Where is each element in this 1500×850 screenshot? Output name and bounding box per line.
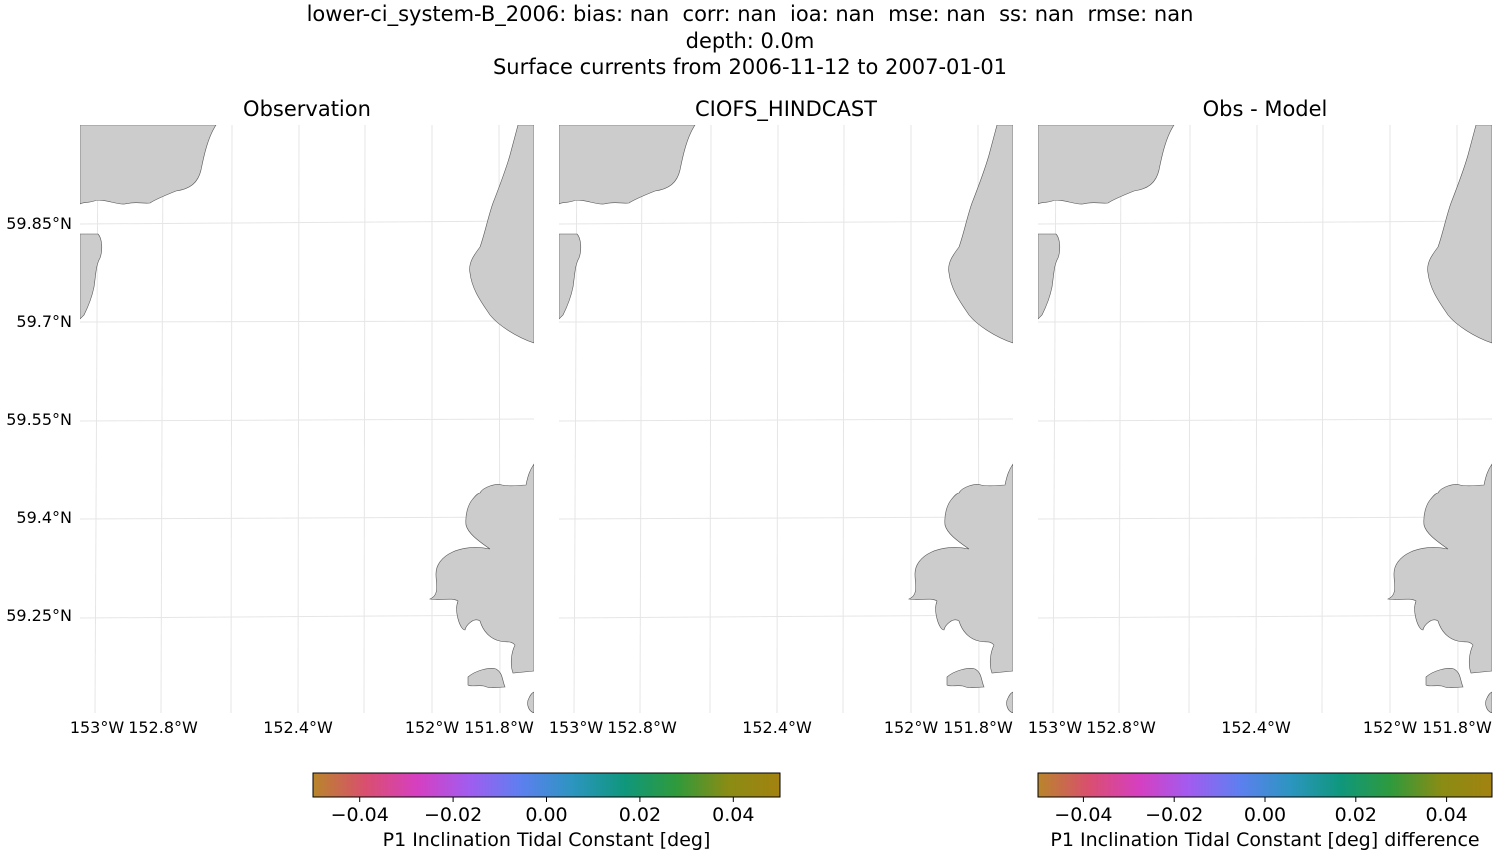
parallel-gridline xyxy=(1038,220,1492,225)
parallel-gridline xyxy=(1038,516,1492,520)
colorbar-tick-label: 0.00 xyxy=(525,804,567,826)
longitude-label: 152°W xyxy=(884,718,939,737)
coastline-landmass xyxy=(469,125,534,344)
latitude-label: 59.7°N xyxy=(16,312,72,331)
longitude-label: 153°W xyxy=(549,718,604,737)
parallel-gridline xyxy=(559,418,1013,422)
meridian-gridline xyxy=(842,125,845,713)
longitude-label: 152.8°W xyxy=(607,718,677,737)
longitude-label: 152.4°W xyxy=(1221,718,1291,737)
coastline-landmass xyxy=(1006,691,1013,713)
meridian-gridline xyxy=(1052,125,1057,713)
latitude-label: 59.55°N xyxy=(6,410,72,429)
colorbar-tick-label: −0.02 xyxy=(424,804,482,826)
coastline-landmass xyxy=(907,463,1013,674)
longitude-label: 152.8°W xyxy=(1086,718,1156,737)
parallel-gridline xyxy=(559,320,1013,323)
colorbar-tick-label: −0.04 xyxy=(331,804,389,826)
longitude-label: 151.8°W xyxy=(1422,718,1492,737)
longitude-label: 153°W xyxy=(70,718,125,737)
longitude-label: 151.8°W xyxy=(943,718,1013,737)
longitude-label: 151.8°W xyxy=(464,718,534,737)
figure-title-line-2: depth: 0.0m xyxy=(685,29,815,53)
coastline-landmass xyxy=(559,125,696,205)
coastline-landmass xyxy=(1427,125,1492,344)
coastline-landmass xyxy=(559,233,582,320)
panel-title-observation: Observation xyxy=(243,97,371,121)
figure-title-line-1: lower-ci_system-B_2006: bias: nan corr: … xyxy=(306,2,1194,26)
latitude-labels: 59.85°N 59.7°N 59.55°N 59.4°N 59.25°N xyxy=(6,214,72,625)
colorbar-tick-label: 0.02 xyxy=(619,804,661,826)
meridian-gridline xyxy=(573,125,578,713)
longitude-label: 152°W xyxy=(1363,718,1418,737)
meridian-gridline xyxy=(94,125,99,713)
colorbar-values: −0.04 −0.02 0.00 0.02 0.04 P1 Inclination Ti… xyxy=(312,772,781,850)
coastline-landmass xyxy=(80,233,103,320)
map-panel-observation xyxy=(80,125,534,713)
parallel-gridline xyxy=(559,220,1013,225)
latitude-label: 59.85°N xyxy=(6,214,72,233)
latitude-label: 59.25°N xyxy=(6,606,72,625)
figure-title-line-3: Surface currents from 2006-11-12 to 2007… xyxy=(492,55,1008,79)
colorbar-tick-label: 0.04 xyxy=(712,804,754,826)
colorbar-tick-label: −0.02 xyxy=(1145,804,1203,826)
meridian-gridline xyxy=(1321,125,1324,713)
coastline-landmass xyxy=(946,668,985,688)
panel-title-model: CIOFS_HINDCAST xyxy=(695,97,877,121)
latitude-label: 59.4°N xyxy=(16,508,72,527)
longitude-label: 152.8°W xyxy=(128,718,198,737)
colorbar-tick-label: 0.04 xyxy=(1425,804,1467,826)
coastline-landmass xyxy=(948,125,1013,344)
panel-title-difference: Obs - Model xyxy=(1202,97,1328,121)
coastline-landmass xyxy=(1386,463,1492,674)
parallel-gridline xyxy=(80,320,534,323)
coastline-landmass xyxy=(1038,233,1061,320)
parallel-gridline xyxy=(1038,418,1492,422)
coastline-landmass xyxy=(428,463,534,674)
longitude-label: 152.4°W xyxy=(263,718,333,737)
coastline-landmass xyxy=(1485,691,1492,713)
colorbar-difference-bar xyxy=(1037,772,1493,798)
parallel-gridline xyxy=(80,516,534,520)
colorbar-tick-label: −0.04 xyxy=(1054,804,1112,826)
colorbar-tick-label: 0.02 xyxy=(1335,804,1377,826)
parallel-gridline xyxy=(1038,320,1492,323)
parallel-gridline xyxy=(559,516,1013,520)
parallel-gridline xyxy=(80,418,534,422)
longitude-label: 153°W xyxy=(1028,718,1083,737)
map-panel-difference xyxy=(1038,125,1492,713)
colorbar-values-label: P1 Inclination Tidal Constant [deg] xyxy=(383,829,711,850)
colorbar-tick-label: 0.00 xyxy=(1244,804,1286,826)
longitude-labels: 153°W 152.8°W 152.4°W 152°W 151.8°W 153°W 152.… xyxy=(70,718,1492,737)
meridian-gridline xyxy=(363,125,366,713)
coastline-landmass xyxy=(527,691,534,713)
longitude-label: 152.4°W xyxy=(742,718,812,737)
coastline-landmass xyxy=(80,125,217,205)
colorbar-values-bar xyxy=(312,772,781,798)
longitude-label: 152°W xyxy=(405,718,460,737)
parallel-gridline xyxy=(80,220,534,225)
colorbar-difference-label: P1 Inclination Tidal Constant [deg] diff… xyxy=(1050,829,1479,850)
colorbar-difference: −0.04 −0.02 0.00 0.02 0.04 P1 Inclination Ti… xyxy=(1037,772,1493,850)
coastline-landmass xyxy=(1425,668,1464,688)
coastline-landmass xyxy=(467,668,506,688)
coastline-landmass xyxy=(1038,125,1175,205)
map-panel-model xyxy=(559,125,1013,713)
